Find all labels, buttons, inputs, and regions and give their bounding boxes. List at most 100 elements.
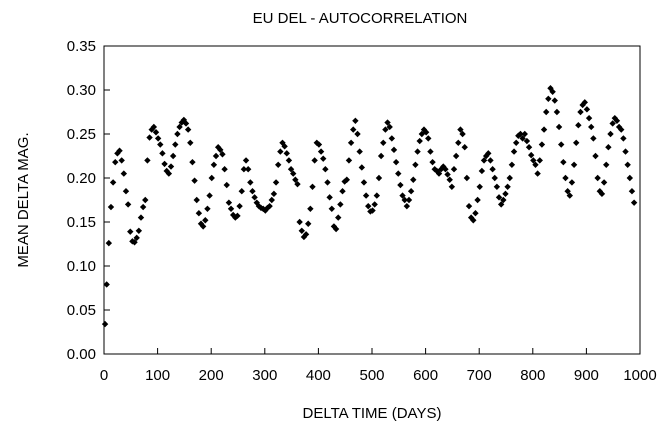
data-point: [322, 166, 329, 173]
data-point: [176, 123, 183, 131]
data-point: [461, 144, 468, 151]
data-point: [249, 188, 256, 195]
data-point: [161, 160, 168, 168]
data-point: [470, 217, 477, 224]
data-point: [472, 210, 479, 217]
data-point: [527, 151, 535, 159]
data-point: [487, 157, 494, 164]
data-point: [403, 202, 411, 210]
data-point: [547, 85, 554, 92]
data-point: [242, 157, 250, 164]
data-point: [251, 194, 258, 201]
data-point: [502, 190, 509, 198]
data-point: [620, 135, 627, 142]
data-point: [184, 126, 192, 133]
data-point: [568, 179, 576, 186]
data-point: [199, 223, 207, 230]
data-point: [425, 135, 432, 142]
data-point: [622, 148, 629, 155]
data-point: [281, 143, 288, 150]
data-point: [410, 176, 417, 183]
y-tick-label: 0.00: [67, 346, 96, 363]
data-point: [530, 157, 537, 164]
data-point: [354, 130, 361, 138]
x-tick-label: 800: [520, 367, 545, 384]
data-point: [558, 141, 565, 148]
data-point: [465, 202, 473, 210]
data-point: [236, 202, 243, 210]
data-point: [270, 190, 278, 198]
data-point: [628, 188, 636, 195]
data-point: [508, 161, 516, 168]
data-point: [482, 152, 490, 160]
data-point: [380, 139, 387, 146]
x-tick-label: 1000: [623, 367, 656, 384]
data-point: [605, 144, 612, 151]
data-point: [347, 139, 355, 146]
data-point: [624, 161, 631, 168]
data-point: [553, 108, 561, 116]
data-point: [382, 126, 389, 133]
data-points: [101, 85, 638, 328]
data-point: [489, 166, 496, 173]
data-point: [401, 196, 408, 204]
data-point: [146, 134, 153, 141]
data-point: [459, 130, 466, 138]
data-point: [536, 157, 543, 164]
data-point: [350, 126, 357, 133]
x-axis-label: DELTA TIME (DAYS): [303, 405, 442, 422]
y-tick-label: 0.05: [67, 302, 96, 319]
data-point: [116, 147, 123, 154]
data-point: [407, 188, 415, 195]
data-point: [399, 192, 406, 199]
data-point: [133, 234, 140, 242]
data-point: [416, 137, 423, 145]
data-point: [352, 117, 359, 124]
data-point: [165, 170, 173, 177]
data-point: [538, 141, 546, 148]
data-point: [390, 146, 398, 154]
y-tick-label: 0.25: [67, 126, 96, 143]
data-point: [455, 139, 462, 146]
data-point: [444, 171, 451, 178]
data-point: [159, 150, 166, 157]
data-point: [588, 123, 595, 131]
data-point: [208, 174, 215, 182]
data-point: [613, 117, 621, 124]
data-point: [386, 123, 393, 131]
data-point: [478, 167, 486, 175]
y-tick-label: 0.35: [67, 38, 96, 55]
y-tick-label: 0.20: [67, 170, 96, 187]
data-point: [491, 174, 498, 182]
data-point: [240, 166, 248, 173]
data-point: [298, 227, 305, 234]
data-point: [384, 119, 391, 126]
plot-frame: [103, 45, 641, 355]
data-point: [206, 192, 213, 199]
data-point: [440, 163, 447, 170]
x-tick-label: 0: [100, 367, 108, 384]
y-tick-label: 0.10: [67, 258, 96, 275]
data-point: [545, 95, 552, 102]
data-point: [493, 183, 501, 190]
data-point: [358, 164, 366, 171]
data-point: [287, 166, 295, 173]
x-tick-label: 500: [359, 367, 384, 384]
data-point: [290, 170, 297, 177]
data-point: [427, 148, 434, 155]
data-point: [446, 176, 453, 183]
data-point: [292, 176, 299, 183]
data-point: [373, 192, 381, 199]
data-point: [328, 205, 335, 212]
data-point: [594, 174, 601, 182]
data-point: [412, 161, 419, 168]
data-point: [397, 181, 404, 189]
data-point: [615, 123, 623, 131]
data-point: [532, 161, 539, 168]
data-point: [585, 114, 593, 122]
data-point: [570, 161, 578, 168]
data-point: [124, 201, 132, 208]
data-point: [191, 177, 198, 184]
data-point: [375, 174, 383, 182]
data-point: [510, 148, 518, 155]
